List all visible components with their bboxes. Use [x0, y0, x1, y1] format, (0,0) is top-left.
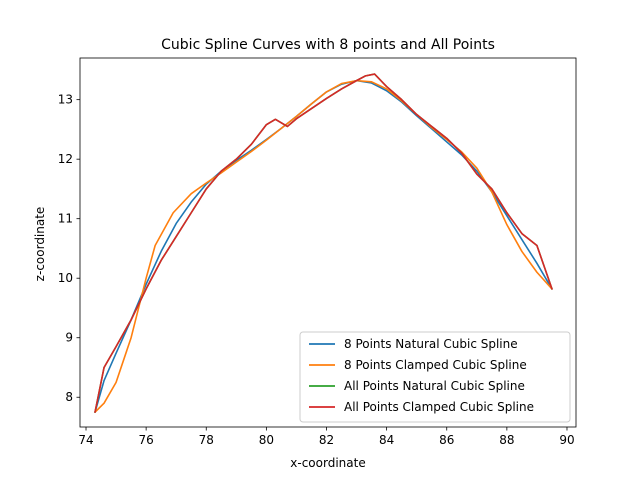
chart-title: Cubic Spline Curves with 8 points and Al…	[161, 37, 495, 53]
x-tick-label: 76	[138, 433, 153, 447]
legend-label-1: 8 Points Natural Cubic Spline	[344, 337, 518, 351]
legend-label-3: All Points Natural Cubic Spline	[344, 379, 525, 393]
y-tick-label: 10	[58, 271, 73, 285]
y-tick-label: 13	[58, 93, 73, 107]
x-tick-label: 86	[439, 433, 454, 447]
x-tick-label: 82	[319, 433, 334, 447]
y-tick-label: 8	[65, 390, 73, 404]
x-tick-label: 90	[559, 433, 574, 447]
x-axis-label: x-coordinate	[290, 456, 365, 470]
legend: 8 Points Natural Cubic Spline 8 Points Cl…	[299, 331, 571, 423]
plot-area	[94, 73, 553, 413]
legend-label-4: All Points Clamped Cubic Spline	[344, 400, 534, 414]
y-tick-label: 11	[58, 212, 73, 226]
series-line-4	[94, 73, 553, 413]
y-axis-label: z-coordinate	[33, 207, 47, 282]
x-tick-label: 84	[379, 433, 394, 447]
x-tick-label: 80	[259, 433, 274, 447]
axes-frame	[79, 57, 577, 428]
legend-label-2: 8 Points Clamped Cubic Spline	[344, 358, 527, 372]
series-line-2	[94, 79, 553, 413]
x-tick-label: 78	[199, 433, 214, 447]
axes: 74 76 78 80 82 84 86 88 90 8 9 10 11 12 13	[58, 57, 577, 447]
x-tick-label: 74	[78, 433, 93, 447]
x-tick-label: 88	[499, 433, 514, 447]
y-tick-label: 9	[65, 331, 73, 345]
legend-box	[299, 331, 571, 423]
y-tick-label: 12	[58, 152, 73, 166]
